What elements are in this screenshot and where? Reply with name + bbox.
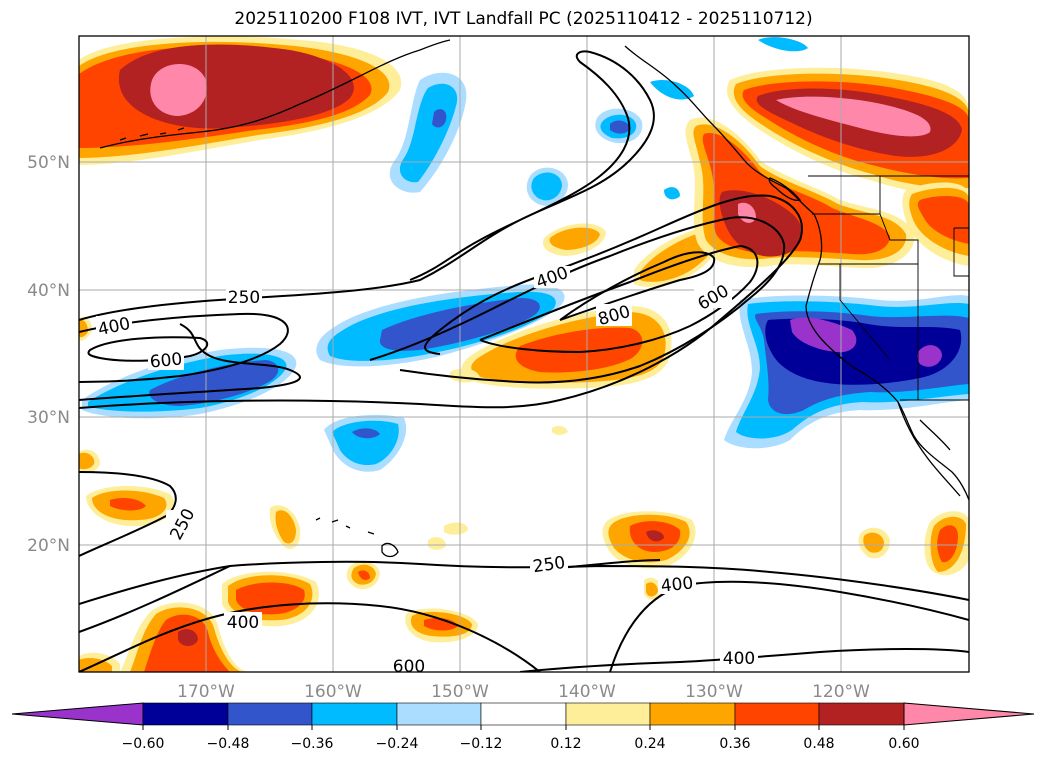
contour-600-west <box>87 336 209 362</box>
lat-label: 50°N <box>27 153 70 173</box>
label-bg <box>96 316 132 336</box>
label-bg <box>596 304 632 326</box>
label-bg <box>534 266 570 288</box>
contour-250-lower-loop <box>79 323 301 401</box>
ivt-pc-shading <box>79 36 969 672</box>
colorbar-tick-label: 0.36 <box>719 736 750 752</box>
contour-400-south <box>79 560 969 633</box>
blob-south-positive <box>79 316 969 672</box>
colorbar-segment <box>396 702 482 726</box>
contour-400-se <box>609 580 969 672</box>
shade-pink <box>150 63 207 116</box>
baja-coast <box>897 401 961 497</box>
us-borders <box>808 175 969 401</box>
lon-label: 160°W <box>304 682 362 702</box>
contour-250-se-edge <box>559 559 661 569</box>
vancouver-island <box>768 177 802 202</box>
lon-label: 150°W <box>431 682 489 702</box>
contour-250-south <box>79 471 177 557</box>
contour-label: 400 <box>227 613 259 633</box>
label-bg <box>694 286 732 308</box>
label-bg <box>390 658 428 672</box>
california-nevada-border <box>839 264 891 361</box>
hawaii-islands <box>315 517 399 558</box>
lat-label: 30°N <box>27 408 70 428</box>
alaska-peninsula-coast <box>99 39 451 149</box>
colorbar-segment <box>649 702 736 726</box>
colorbar-tick-label: 0.12 <box>550 736 581 752</box>
colorbar-tick-label: 0.24 <box>634 736 665 752</box>
lon-label: 140°W <box>558 682 616 702</box>
colorbar-segment <box>734 702 820 726</box>
blob-se-negative <box>724 295 969 449</box>
blob-ne-positive <box>685 117 915 269</box>
colorbar-segment <box>142 702 229 726</box>
colorbar-tick-label: −0.60 <box>122 736 165 752</box>
contour-800-band <box>559 251 716 321</box>
map-frame <box>78 35 970 673</box>
colorbar-tick-label: 0.60 <box>888 736 919 752</box>
contour-label: 600 <box>393 657 425 677</box>
colorbar: −0.60 −0.48 −0.36 −0.24 −0.12 0.12 0.24 … <box>11 702 1035 752</box>
contour-big-outer <box>79 194 803 409</box>
blob-north-negative <box>389 37 808 206</box>
lon-label: 120°W <box>812 682 870 702</box>
aleutian-islands <box>119 127 185 141</box>
latitude-labels: 50°N 40°N 30°N 20°N <box>27 153 70 556</box>
blob-nw-positive <box>79 36 402 165</box>
utah-colorado-border <box>953 227 969 277</box>
label-bg <box>658 574 696 594</box>
contour-400-band <box>369 216 786 384</box>
colorbar-tick-label: −0.36 <box>291 736 334 752</box>
contour-label: 400 <box>723 649 755 669</box>
contour-400-west <box>79 312 289 383</box>
colorbar-tick-label: −0.12 <box>460 736 503 752</box>
contour-label: 250 <box>228 288 260 308</box>
ivt-contours <box>79 50 969 672</box>
map-plot-area: 250 400 600 400 800 600 250 400 250 400 … <box>78 35 970 677</box>
blob-far-ne-positive <box>726 67 969 266</box>
contour-label: 250 <box>532 553 567 577</box>
colorbar-tick-label: −0.48 <box>207 736 250 752</box>
lat-label: 20°N <box>27 536 70 556</box>
colorbar-segment <box>227 702 313 726</box>
label-bg <box>720 648 758 668</box>
map-title: 2025110200 F108 IVT, IVT Landfall PC (20… <box>234 9 813 29</box>
label-bg <box>224 612 262 632</box>
gulf-of-california <box>919 419 951 451</box>
label-bg <box>148 350 184 370</box>
lat-label: 40°N <box>27 281 70 301</box>
idaho-border <box>879 176 919 300</box>
colorbar-segment <box>311 702 398 726</box>
contour-600-band <box>479 244 759 354</box>
contour-label: 600 <box>149 349 183 372</box>
colorbar-extend-low <box>11 702 144 726</box>
colorbar-segment <box>818 702 905 726</box>
alaska-panhandle-coast <box>624 45 815 215</box>
contour-600-south <box>79 565 541 672</box>
coastlines <box>99 39 969 558</box>
na-west-coast <box>805 213 969 501</box>
colorbar-segment <box>480 702 567 726</box>
lon-label: 170°W <box>177 682 235 702</box>
contour-250-north <box>79 50 655 321</box>
colorbar-extend-high <box>903 702 1035 726</box>
label-bg <box>166 510 196 540</box>
lon-label: 130°W <box>685 682 743 702</box>
colorbar-ticks <box>142 725 905 730</box>
colorbar-segment <box>565 702 651 726</box>
label-bg <box>530 554 568 574</box>
label-bg <box>226 287 262 307</box>
contour-labels: 250 400 600 400 800 600 250 400 250 400 … <box>96 263 758 677</box>
contour-label: 400 <box>660 573 694 596</box>
longitude-labels: 170°W 160°W 150°W 140°W 130°W 120°W <box>177 682 870 702</box>
colorbar-tick-label: 0.48 <box>803 736 834 752</box>
colorbar-tick-label: −0.24 <box>376 736 419 752</box>
